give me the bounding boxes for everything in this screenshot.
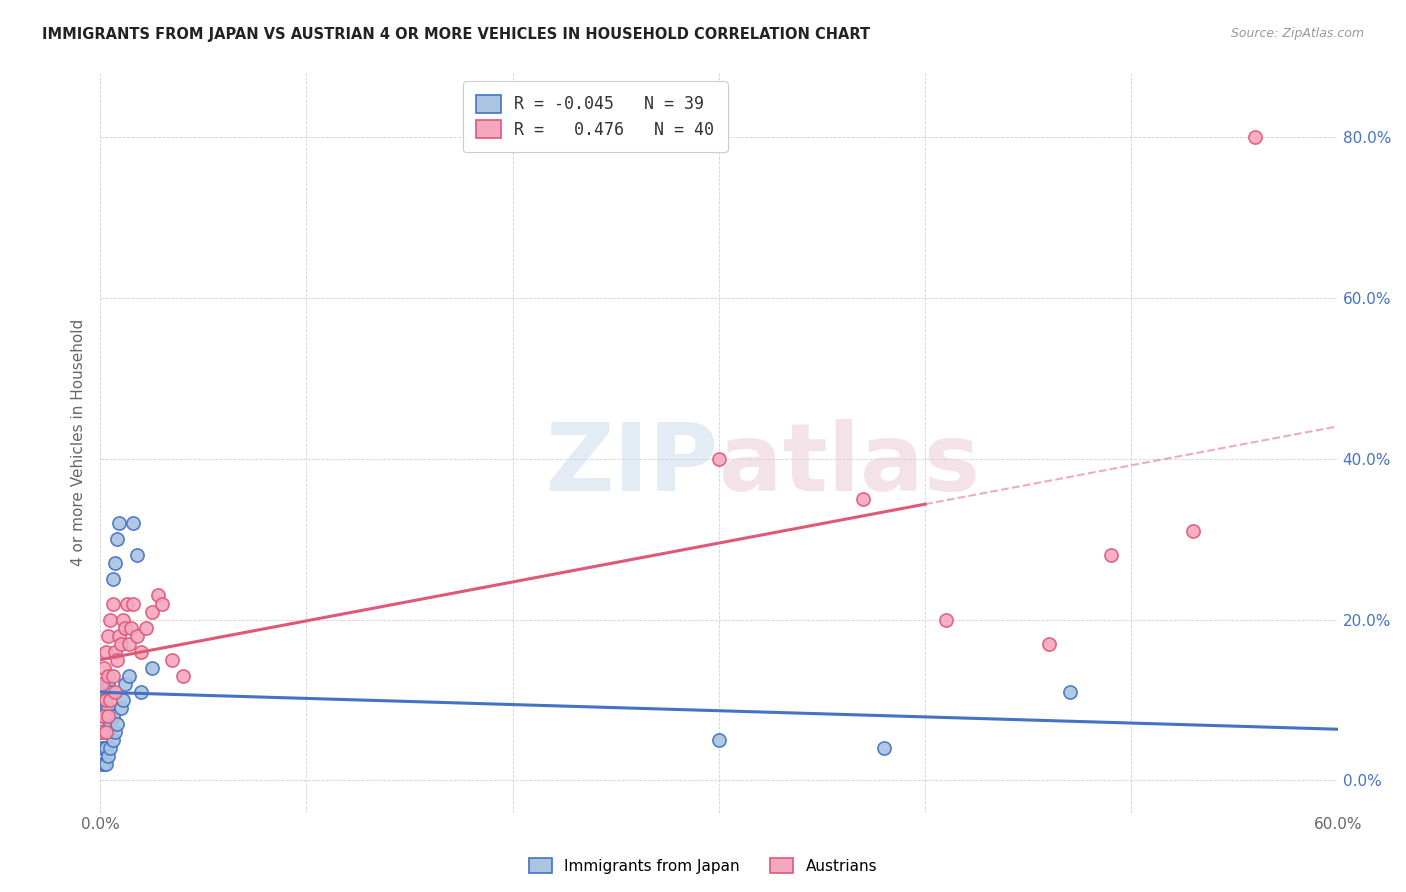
Point — [127, 549, 149, 563]
Point — [141, 661, 163, 675]
Point — [100, 741, 122, 756]
Point — [107, 516, 129, 530]
Point — [96, 725, 118, 739]
Point — [96, 677, 118, 691]
Point — [873, 741, 896, 756]
Point — [93, 757, 115, 772]
Point — [97, 749, 120, 764]
Point — [97, 669, 120, 683]
Point — [103, 557, 125, 571]
Text: atlas: atlas — [718, 419, 980, 511]
Point — [146, 589, 169, 603]
Point — [122, 597, 145, 611]
Point — [96, 693, 118, 707]
Text: Source: ZipAtlas.com: Source: ZipAtlas.com — [1230, 27, 1364, 40]
Point — [114, 621, 136, 635]
Point — [100, 685, 122, 699]
Point — [162, 653, 184, 667]
Point — [97, 629, 120, 643]
Legend: R = -0.045   N = 39, R =   0.476   N = 40: R = -0.045 N = 39, R = 0.476 N = 40 — [463, 81, 728, 152]
Point — [105, 533, 128, 547]
Point — [122, 516, 145, 530]
Point — [105, 717, 128, 731]
Point — [110, 701, 132, 715]
Point — [100, 613, 122, 627]
Point — [96, 645, 118, 659]
Point — [103, 685, 125, 699]
Legend: Immigrants from Japan, Austrians: Immigrants from Japan, Austrians — [523, 852, 883, 880]
Point — [97, 725, 120, 739]
Point — [127, 629, 149, 643]
Text: ZIP: ZIP — [546, 419, 718, 511]
Point — [1059, 685, 1081, 699]
Point — [96, 757, 118, 772]
Point — [120, 621, 142, 635]
Point — [101, 709, 124, 723]
Point — [93, 661, 115, 675]
Point — [91, 725, 114, 739]
Point — [172, 669, 194, 683]
Point — [118, 669, 141, 683]
Point — [115, 597, 138, 611]
Point — [96, 725, 118, 739]
Point — [118, 637, 141, 651]
Point — [100, 693, 122, 707]
Point — [96, 741, 118, 756]
Point — [101, 597, 124, 611]
Point — [97, 709, 120, 723]
Point — [114, 677, 136, 691]
Point — [97, 701, 120, 715]
Point — [134, 621, 156, 635]
Point — [91, 677, 114, 691]
Point — [100, 717, 122, 731]
Point — [935, 613, 957, 627]
Point — [707, 451, 730, 466]
Point — [91, 709, 114, 723]
Point — [707, 733, 730, 747]
Point — [101, 669, 124, 683]
Point — [101, 573, 124, 587]
Text: IMMIGRANTS FROM JAPAN VS AUSTRIAN 4 OR MORE VEHICLES IN HOUSEHOLD CORRELATION CH: IMMIGRANTS FROM JAPAN VS AUSTRIAN 4 OR M… — [42, 27, 870, 42]
Point — [93, 717, 115, 731]
Point — [91, 757, 114, 772]
Point — [96, 701, 118, 715]
Point — [111, 613, 134, 627]
Point — [131, 685, 153, 699]
Point — [150, 597, 173, 611]
Point — [103, 725, 125, 739]
Point — [97, 677, 120, 691]
Point — [1099, 549, 1122, 563]
Point — [107, 629, 129, 643]
Point — [131, 645, 153, 659]
Point — [103, 645, 125, 659]
Point — [111, 693, 134, 707]
Point — [91, 741, 114, 756]
Point — [91, 725, 114, 739]
Point — [852, 491, 875, 506]
Point — [110, 637, 132, 651]
Point — [105, 653, 128, 667]
Point — [93, 693, 115, 707]
Point — [93, 709, 115, 723]
Point — [1038, 637, 1060, 651]
Point — [1182, 524, 1205, 538]
Y-axis label: 4 or more Vehicles in Household: 4 or more Vehicles in Household — [72, 319, 86, 566]
Point — [141, 605, 163, 619]
Point — [101, 733, 124, 747]
Point — [93, 741, 115, 756]
Point — [1244, 130, 1267, 145]
